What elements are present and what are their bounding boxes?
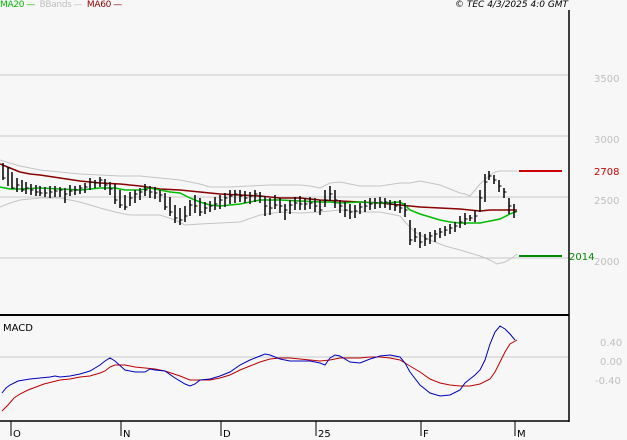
ma60-line: [0, 163, 517, 212]
macd-tick-neg: -0.40: [595, 376, 621, 387]
resistance-label: 2708: [594, 167, 619, 178]
legend-bbands: BBands —: [39, 0, 83, 10]
x-tick-mar: M: [517, 429, 526, 440]
x-tick-oct: O: [13, 429, 21, 440]
y-tick-2000: 2000: [594, 257, 619, 268]
macd-line: [1, 325, 516, 397]
x-axis-ticks: [10, 421, 516, 436]
price-bars: [2, 163, 517, 248]
copyright-timestamp: © TEC 4/3/2025 4:0 GMT: [455, 0, 569, 10]
chart-frame: [0, 10, 570, 422]
x-tick-2025: 25: [318, 429, 331, 440]
x-tick-nov: N: [123, 429, 130, 440]
legend-ma20: MA20—: [0, 0, 35, 10]
y-tick-3500: 3500: [594, 74, 619, 85]
price-gridlines: [0, 74, 569, 259]
macd-tick-zero: 0.00: [600, 357, 622, 368]
chart-legend: MA20— BBands — MA60—: [0, 0, 124, 10]
ma20-line: [0, 186, 518, 224]
y-tick-3000: 3000: [594, 135, 619, 146]
bbands-upper-line: [0, 159, 517, 197]
y-tick-2500: 2500: [594, 196, 619, 207]
legend-ma60: MA60—: [86, 0, 122, 10]
macd-title: MACD: [3, 323, 33, 334]
x-tick-dec: D: [223, 429, 231, 440]
macd-signal-line: [1, 339, 518, 412]
x-tick-feb: F: [423, 429, 429, 440]
macd-tick-pos: 0.40: [600, 338, 622, 349]
support-label: 2014: [569, 252, 594, 263]
